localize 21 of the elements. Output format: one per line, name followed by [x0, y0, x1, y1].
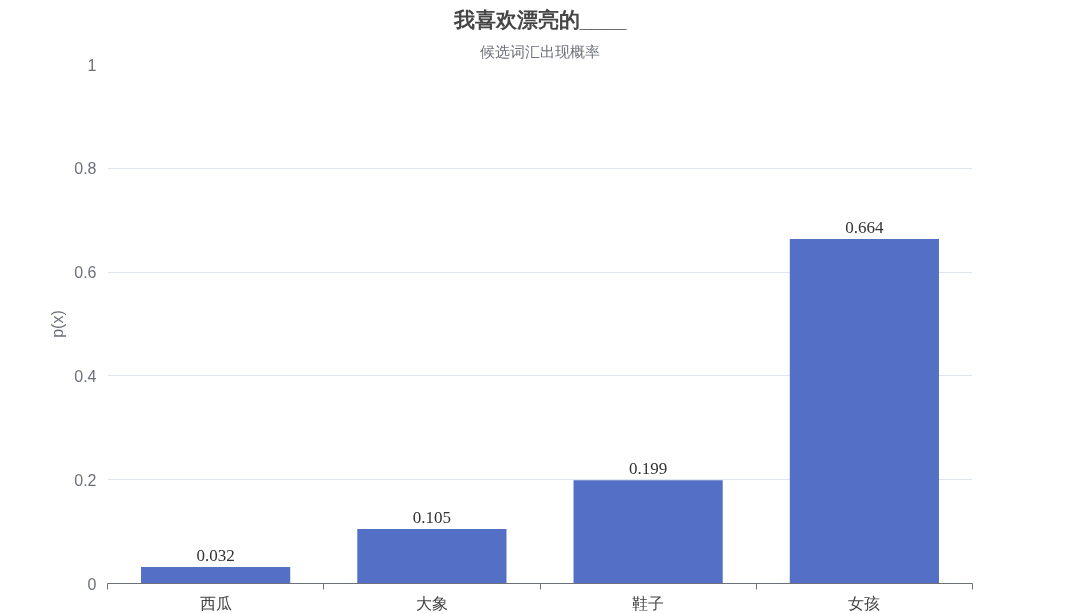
chart-subtitle: 候选词汇出现概率: [480, 42, 600, 60]
bar: [141, 566, 291, 584]
bar: [789, 238, 939, 584]
y-tick-label: 0.2: [74, 471, 97, 489]
x-tick-label: 鞋子: [632, 594, 665, 612]
bar: [573, 480, 723, 584]
y-tick-label: 0: [87, 575, 97, 593]
x-tick-label: 西瓜: [199, 594, 232, 612]
x-tick-label: 女孩: [848, 594, 881, 612]
bar: [357, 529, 507, 584]
y-axis-title: p(x): [49, 310, 67, 338]
data-label: 0.664: [845, 217, 884, 237]
data-label: 0.199: [629, 459, 668, 479]
chart-title: 我喜欢漂亮的____: [452, 7, 627, 31]
y-tick-label: 0.8: [74, 160, 97, 178]
data-label: 0.032: [196, 545, 235, 565]
x-tick-label: 大象: [415, 594, 448, 612]
y-tick-label: 0.6: [74, 264, 97, 282]
data-label: 0.105: [412, 508, 451, 528]
y-tick-label: 0.4: [74, 367, 97, 385]
y-tick-label: 1: [87, 56, 97, 74]
